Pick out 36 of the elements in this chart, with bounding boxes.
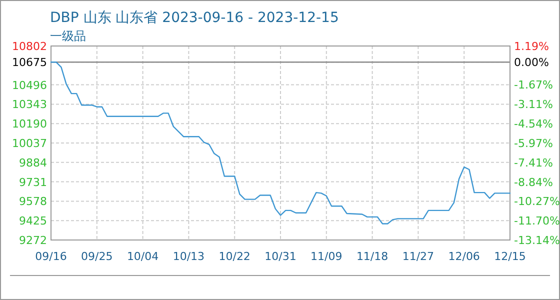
y2-tick-label: -1.67% — [514, 78, 553, 92]
y-tick-label: 9731 — [19, 176, 47, 189]
y2-tick-label: -10.27% — [514, 195, 560, 208]
y-tick-label: 10037 — [12, 137, 47, 150]
y-tick-label: 10496 — [12, 78, 47, 92]
x-tick-label: 11/18 — [356, 250, 388, 263]
y2-tick-label: -11.70% — [514, 214, 560, 228]
x-tick-label: 10/22 — [218, 250, 250, 263]
y-tick-label: 9425 — [19, 214, 47, 228]
y-tick-label: 10675 — [12, 56, 47, 70]
y-tick-label: 10802 — [12, 40, 47, 53]
y2-tick-label: -5.97% — [514, 136, 553, 150]
x-tick-label: 11/27 — [402, 250, 434, 263]
x-tick-label: 10/31 — [264, 250, 296, 263]
x-tick-label: 12/15 — [494, 250, 526, 263]
line-series — [50, 62, 511, 224]
x-tick-label: 11/09 — [310, 250, 342, 263]
y2-tick-label: -3.11% — [514, 98, 553, 112]
y-tick-label: 10190 — [12, 118, 47, 131]
y2-tick-label: -13.14% — [514, 234, 560, 247]
y-tick-label: 9272 — [19, 234, 47, 247]
x-tick-label: 12/06 — [448, 250, 480, 263]
y2-tick-label: 0.00% — [514, 56, 549, 70]
x-tick-label: 10/13 — [172, 250, 205, 263]
y-tick-label: 9884 — [19, 156, 47, 170]
chart-title: DBP 山东 山东省 2023-09-16 - 2023-12-15 — [50, 10, 339, 26]
chart-subtitle: 一级品 — [50, 29, 86, 43]
x-tick-label: 09/25 — [81, 250, 113, 263]
x-tick-label: 10/04 — [126, 250, 159, 263]
x-tick-label: 09/16 — [35, 250, 67, 263]
y2-tick-label: -4.54% — [514, 118, 553, 131]
y2-tick-label: 1.19% — [514, 40, 549, 53]
y-tick-label: 9578 — [19, 195, 47, 208]
y2-tick-label: -8.84% — [514, 176, 553, 189]
y2-tick-label: -7.41% — [514, 156, 553, 170]
y-tick-label: 10343 — [12, 98, 47, 112]
